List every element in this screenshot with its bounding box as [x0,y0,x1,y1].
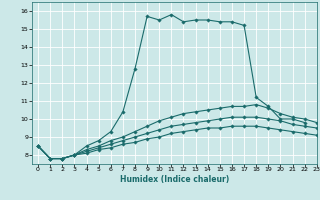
X-axis label: Humidex (Indice chaleur): Humidex (Indice chaleur) [120,175,229,184]
